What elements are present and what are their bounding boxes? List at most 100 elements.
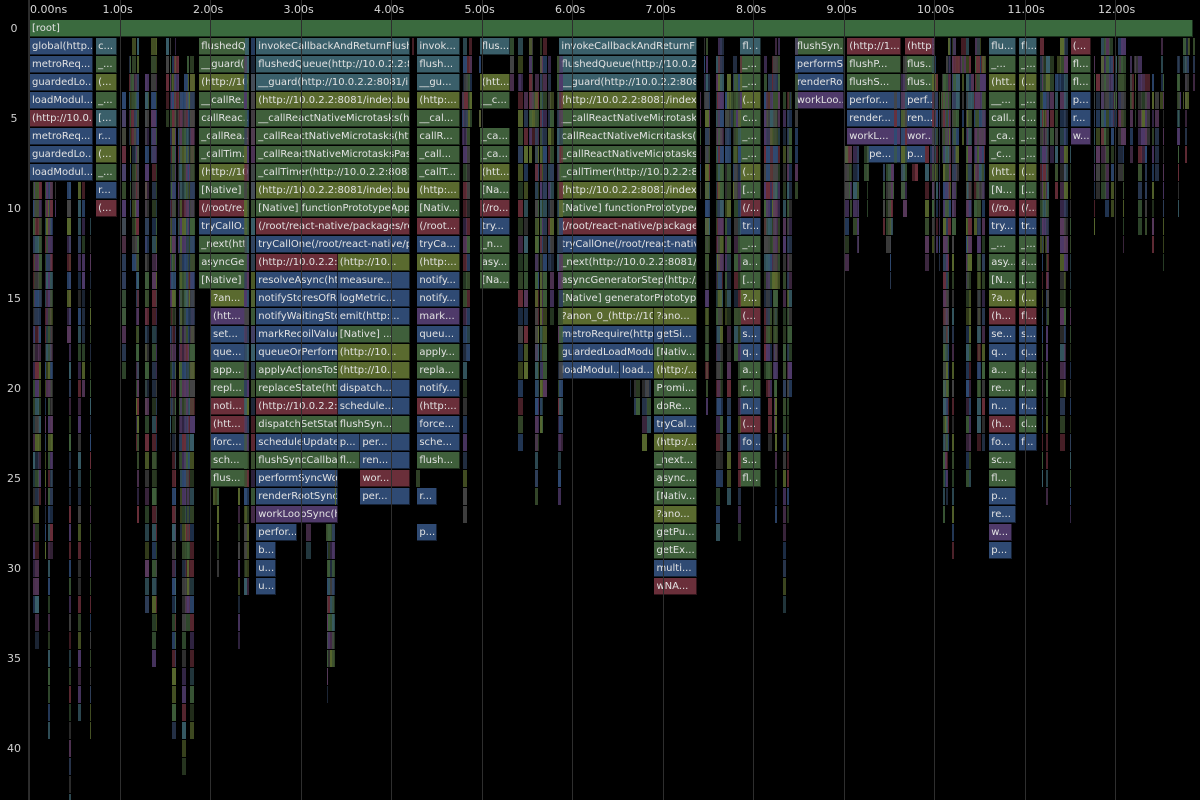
stack-frame[interactable]: (/root... bbox=[417, 218, 460, 235]
stack-frame[interactable]: s... bbox=[740, 326, 762, 343]
stack-frame[interactable]: (h... bbox=[989, 308, 1017, 325]
stack-frame[interactable]: _... bbox=[740, 74, 762, 91]
root-frame[interactable]: [root] bbox=[30, 20, 1193, 37]
stack-frame[interactable]: __... bbox=[989, 92, 1017, 109]
stack-frame[interactable]: r... bbox=[1019, 380, 1038, 397]
stack-frame[interactable]: q... bbox=[1019, 344, 1038, 361]
stack-frame[interactable]: _... bbox=[96, 92, 117, 109]
stack-frame[interactable]: _... bbox=[989, 56, 1017, 73]
stack-frame[interactable]: _next... bbox=[654, 452, 697, 469]
stack-frame[interactable]: flushSyncCallbacks(... bbox=[256, 452, 338, 469]
stack-frame[interactable]: performS... bbox=[794, 56, 845, 73]
stack-frame[interactable]: [... bbox=[96, 110, 117, 127]
stack-frame[interactable]: fl... bbox=[740, 470, 762, 487]
stack-frame[interactable]: [Native] generatorPrototype... bbox=[559, 290, 697, 307]
stack-frame[interactable]: flushedQueue(http://10.0.2.2:808... bbox=[256, 56, 411, 73]
stack-frame[interactable]: markRecoilValueMo... bbox=[256, 326, 338, 343]
stack-frame[interactable]: (/root/re... bbox=[199, 200, 249, 217]
stack-frame[interactable]: performSyncWorkO... bbox=[256, 470, 338, 487]
stack-frame[interactable]: __guard(http://10.0.2.2:8081... bbox=[559, 74, 697, 91]
stack-frame[interactable]: guardedLo... bbox=[30, 74, 94, 91]
stack-frame[interactable]: queu... bbox=[417, 326, 460, 343]
stack-frame[interactable]: [... bbox=[1019, 272, 1038, 289]
stack-frame[interactable]: _callReactNativeMicrotasksPass... bbox=[256, 146, 411, 163]
stack-frame[interactable]: _call... bbox=[417, 146, 460, 163]
stack-frame[interactable]: tryCallO... bbox=[199, 218, 249, 235]
stack-frame[interactable]: flush... bbox=[417, 452, 460, 469]
stack-frame[interactable]: tryCal... bbox=[654, 416, 697, 433]
stack-frame[interactable]: (htt... bbox=[479, 74, 510, 91]
stack-frame[interactable]: replaceState(http://1... bbox=[256, 380, 338, 397]
stack-frame[interactable]: (http:/... bbox=[654, 434, 697, 451]
stack-frame[interactable]: c... bbox=[1019, 110, 1038, 127]
stack-frame[interactable]: (... bbox=[96, 200, 117, 217]
stack-frame[interactable]: ren... bbox=[905, 110, 935, 127]
stack-frame[interactable]: _callTim... bbox=[199, 146, 249, 163]
stack-frame[interactable]: __cal... bbox=[417, 110, 460, 127]
stack-frame[interactable]: (http://1... bbox=[847, 38, 901, 55]
stack-frame[interactable]: getEx... bbox=[654, 542, 697, 559]
stack-frame[interactable]: (... bbox=[740, 92, 762, 109]
stack-frame[interactable]: (http://10.0.2.2:8081/index.b... bbox=[559, 92, 697, 109]
stack-frame[interactable]: __guard(http://10.0.2.2:8081/ind... bbox=[256, 74, 411, 91]
stack-frame[interactable]: guardedLo... bbox=[30, 146, 94, 163]
stack-frame[interactable]: [... bbox=[1019, 182, 1038, 199]
stack-frame[interactable]: fl... bbox=[1019, 38, 1038, 55]
stack-frame[interactable]: _... bbox=[1019, 236, 1038, 253]
stack-frame[interactable]: ?ano... bbox=[654, 308, 697, 325]
stack-frame[interactable]: perf... bbox=[905, 92, 935, 109]
stack-frame[interactable]: flushedQ... bbox=[199, 38, 249, 55]
stack-frame[interactable]: p... bbox=[417, 524, 438, 541]
stack-frame[interactable]: notify... bbox=[417, 272, 460, 289]
stack-frame[interactable]: r... bbox=[96, 128, 117, 145]
stack-frame[interactable]: ?ano... bbox=[654, 506, 697, 523]
stack-frame[interactable]: doRe... bbox=[654, 398, 697, 415]
stack-frame[interactable]: (htt... bbox=[479, 164, 510, 181]
stack-frame[interactable]: perfor... bbox=[847, 92, 901, 109]
stack-frame[interactable]: dispatch... bbox=[337, 380, 411, 397]
stack-frame[interactable]: wNA... bbox=[654, 578, 697, 595]
stack-frame[interactable]: _callTimer(http://10.0.2.2:80... bbox=[559, 164, 697, 181]
stack-frame[interactable]: metroReq... bbox=[30, 56, 94, 73]
stack-frame[interactable]: _... bbox=[740, 146, 762, 163]
stack-frame[interactable]: _ca... bbox=[479, 146, 510, 163]
stack-frame[interactable]: workLoopSync(http:... bbox=[256, 506, 338, 523]
stack-frame[interactable]: fl... bbox=[989, 470, 1017, 487]
stack-frame[interactable]: a... bbox=[1019, 362, 1038, 379]
stack-frame[interactable]: emit(http:... bbox=[337, 308, 411, 325]
stack-frame[interactable]: __callReactNativeMicrotask... bbox=[559, 110, 697, 127]
stack-frame[interactable]: wor... bbox=[905, 128, 935, 145]
stack-frame[interactable]: _ca... bbox=[989, 128, 1017, 145]
stack-frame[interactable]: [Na... bbox=[479, 272, 510, 289]
stack-frame[interactable]: d... bbox=[1019, 416, 1038, 433]
stack-frame[interactable]: metroReq... bbox=[30, 128, 94, 145]
stack-frame[interactable]: (... bbox=[96, 74, 117, 91]
stack-frame[interactable]: applyActionsToStor... bbox=[256, 362, 338, 379]
stack-frame[interactable]: schedule... bbox=[337, 398, 411, 415]
stack-frame[interactable]: _... bbox=[96, 164, 117, 181]
stack-frame[interactable]: [Native] f... bbox=[199, 182, 249, 199]
stack-frame[interactable]: (http://10... bbox=[199, 74, 249, 91]
stack-frame[interactable]: [Native] functionPrototypeAp... bbox=[559, 200, 697, 217]
stack-frame[interactable]: p... bbox=[337, 434, 361, 451]
stack-frame[interactable]: p... bbox=[989, 488, 1017, 505]
stack-frame[interactable]: _callRea... bbox=[199, 128, 249, 145]
stack-frame[interactable]: [Native] functionPrototypeApply bbox=[256, 200, 411, 217]
stack-frame[interactable]: q... bbox=[989, 344, 1017, 361]
stack-frame[interactable]: try... bbox=[479, 218, 510, 235]
stack-frame[interactable]: queueOrPerformSta... bbox=[256, 344, 338, 361]
stack-frame[interactable]: _ca... bbox=[479, 128, 510, 145]
stack-frame[interactable]: (http://... bbox=[905, 38, 935, 55]
stack-frame[interactable]: (http://10.0.2.2:8081... bbox=[256, 254, 338, 271]
stack-frame[interactable]: a... bbox=[740, 254, 762, 271]
stack-frame[interactable]: (http://10... bbox=[337, 362, 411, 379]
stack-frame[interactable]: ?a... bbox=[989, 290, 1017, 307]
stack-frame[interactable]: flushSyn... bbox=[794, 38, 845, 55]
stack-frame[interactable]: render... bbox=[847, 110, 901, 127]
stack-frame[interactable]: dispatchSetState(htt... bbox=[256, 416, 338, 433]
stack-frame[interactable]: _n... bbox=[479, 236, 510, 253]
stack-frame[interactable]: [Na... bbox=[479, 182, 510, 199]
stack-frame[interactable]: u... bbox=[256, 578, 277, 595]
stack-frame[interactable]: load... bbox=[620, 362, 655, 379]
stack-frame[interactable]: a... bbox=[740, 362, 762, 379]
